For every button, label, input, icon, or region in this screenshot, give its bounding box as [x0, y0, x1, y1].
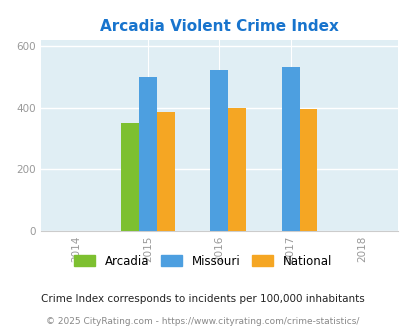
Bar — [281, 67, 299, 231]
Bar — [299, 109, 317, 231]
Text: © 2025 CityRating.com - https://www.cityrating.com/crime-statistics/: © 2025 CityRating.com - https://www.city… — [46, 317, 359, 326]
Bar — [228, 108, 245, 231]
Bar — [156, 112, 174, 231]
Bar — [210, 71, 228, 231]
Legend: Arcadia, Missouri, National: Arcadia, Missouri, National — [69, 250, 336, 273]
Text: Crime Index corresponds to incidents per 100,000 inhabitants: Crime Index corresponds to incidents per… — [41, 294, 364, 304]
Bar — [139, 77, 156, 231]
Title: Arcadia Violent Crime Index: Arcadia Violent Crime Index — [100, 19, 338, 34]
Bar — [121, 123, 139, 231]
